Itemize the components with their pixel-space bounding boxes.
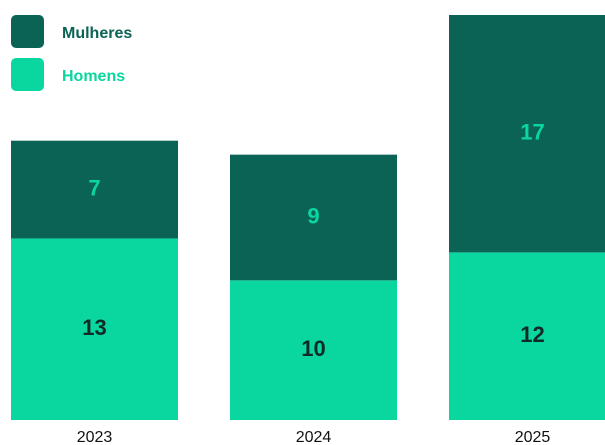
legend-label: Mulheres — [62, 25, 132, 42]
data-label: 12 — [520, 322, 544, 347]
bar-segment — [11, 238, 178, 420]
x-tick-label: 2025 — [515, 429, 551, 445]
bar-segment — [449, 252, 605, 420]
data-label: 10 — [301, 336, 325, 361]
x-tick-label: 2024 — [296, 429, 332, 445]
legend-swatch — [11, 15, 44, 48]
legend-label: Homens — [62, 68, 125, 85]
data-label: 17 — [520, 120, 544, 145]
data-label: 9 — [307, 203, 319, 228]
data-label: 7 — [88, 175, 100, 200]
bar-segment — [449, 15, 605, 253]
x-tick-label: 2023 — [77, 429, 113, 445]
legend-swatch — [11, 58, 44, 91]
bar-segment — [230, 280, 397, 420]
bar-segment — [11, 140, 178, 239]
data-label: 13 — [82, 315, 106, 340]
bar-segment — [230, 154, 397, 281]
